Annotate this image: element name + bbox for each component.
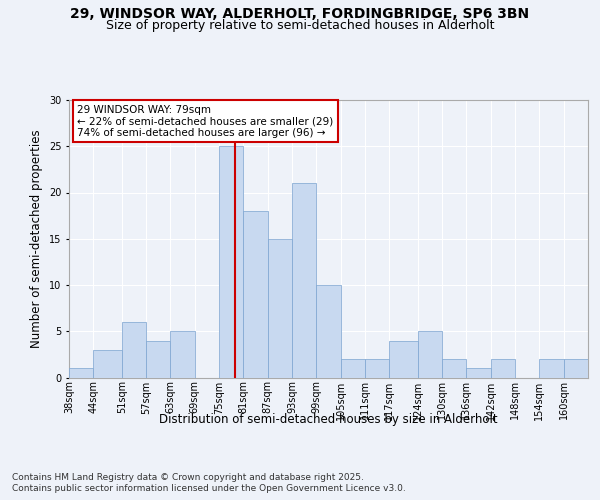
- Bar: [563, 359, 588, 378]
- Bar: [146, 340, 170, 378]
- Text: Distribution of semi-detached houses by size in Alderholt: Distribution of semi-detached houses by …: [160, 412, 498, 426]
- Bar: [170, 331, 194, 378]
- Text: 29, WINDSOR WAY, ALDERHOLT, FORDINGBRIDGE, SP6 3BN: 29, WINDSOR WAY, ALDERHOLT, FORDINGBRIDG…: [70, 8, 530, 22]
- Bar: [389, 340, 418, 378]
- Bar: [292, 183, 316, 378]
- Bar: [244, 211, 268, 378]
- Bar: [466, 368, 491, 378]
- Bar: [122, 322, 146, 378]
- Bar: [442, 359, 466, 378]
- Text: Contains public sector information licensed under the Open Government Licence v3: Contains public sector information licen…: [12, 484, 406, 493]
- Text: Size of property relative to semi-detached houses in Alderholt: Size of property relative to semi-detach…: [106, 19, 494, 32]
- Bar: [219, 146, 244, 378]
- Text: 29 WINDSOR WAY: 79sqm
← 22% of semi-detached houses are smaller (29)
74% of semi: 29 WINDSOR WAY: 79sqm ← 22% of semi-deta…: [77, 104, 334, 138]
- Bar: [69, 368, 94, 378]
- Bar: [341, 359, 365, 378]
- Bar: [418, 331, 442, 378]
- Bar: [94, 350, 122, 378]
- Bar: [316, 285, 341, 378]
- Bar: [539, 359, 563, 378]
- Bar: [491, 359, 515, 378]
- Y-axis label: Number of semi-detached properties: Number of semi-detached properties: [31, 130, 43, 348]
- Bar: [268, 239, 292, 378]
- Text: Contains HM Land Registry data © Crown copyright and database right 2025.: Contains HM Land Registry data © Crown c…: [12, 472, 364, 482]
- Bar: [365, 359, 389, 378]
